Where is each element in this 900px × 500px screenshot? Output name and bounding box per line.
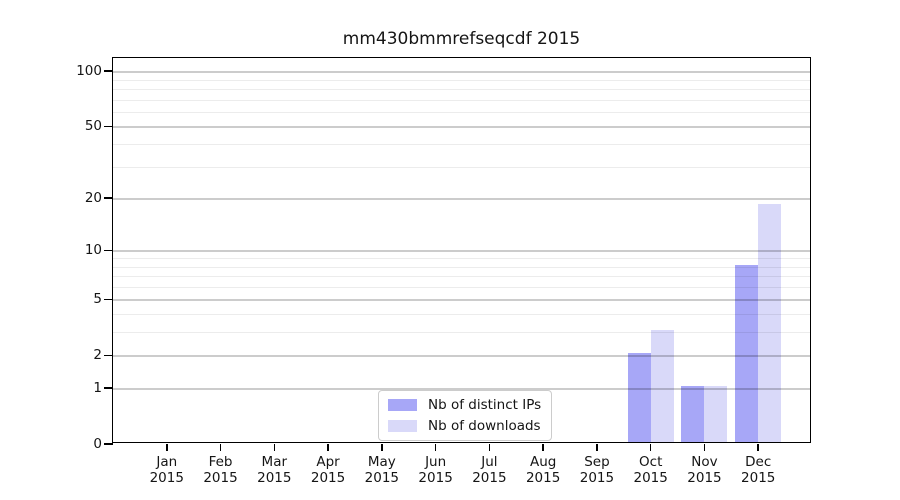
- legend-swatch-icon: [388, 399, 417, 411]
- x-tick-jul: [488, 444, 491, 451]
- y-tick-10: [104, 249, 113, 252]
- x-tick-label-aug: Aug 2015: [525, 454, 561, 486]
- y-tick-5: [104, 298, 113, 301]
- y-tick-label-20: 20: [84, 190, 102, 207]
- x-tick-aug: [542, 444, 544, 451]
- chart-title: mm430bmmrefseqcdf 2015: [342, 29, 581, 49]
- y-tick-50: [104, 125, 113, 128]
- bar-nb-of-distinct-ips-oct: [627, 353, 651, 442]
- x-tick-label-jul: Jul 2015: [472, 454, 507, 486]
- x-tick-jan: [166, 444, 168, 451]
- bar-nb-of-downloads-nov: [704, 386, 728, 442]
- x-tick-label-jun: Jun 2015: [418, 454, 453, 486]
- plot-area: 0 1 2 5 10 20 50 100 Jan 2015 Feb 2015 Mar 2015 Ap…: [76, 57, 811, 486]
- x-tick-label-sep: Sep 2015: [579, 454, 615, 486]
- y-tick-20: [104, 197, 113, 199]
- x-tick-label-feb: Feb 2015: [203, 454, 238, 486]
- x-tick-nov: [703, 444, 706, 451]
- x-tick-jun: [434, 444, 437, 451]
- x-tick-oct: [649, 444, 652, 451]
- y-tick-1: [104, 387, 113, 389]
- x-tick-label-nov: Nov 2015: [687, 454, 722, 486]
- legend-item-nb-of-distinct-ips: Nb of distinct IPs: [388, 397, 541, 413]
- x-tick-label-may: May 2015: [364, 454, 400, 486]
- x-tick-label-dec: Dec 2015: [741, 454, 776, 486]
- y-tick-100: [104, 70, 113, 72]
- x-tick-apr: [327, 444, 329, 451]
- bar-nb-of-downloads-dec: [758, 204, 782, 442]
- y-tick-label-0: 0: [93, 436, 102, 452]
- bar-nb-of-distinct-ips-nov: [681, 386, 705, 442]
- x-tick-label-mar: Mar 2015: [257, 454, 292, 486]
- x-tick-dec: [757, 444, 759, 451]
- y-tick-label-1: 1: [93, 380, 102, 397]
- legend-label: Nb of downloads: [428, 418, 541, 434]
- y-tick-label-100: 100: [76, 63, 102, 80]
- legend-label: Nb of distinct IPs: [428, 397, 542, 413]
- x-tick-sep: [596, 444, 598, 451]
- x-tick-may: [381, 444, 383, 451]
- y-tick-label-10: 10: [84, 242, 102, 259]
- bars-layer: [113, 58, 810, 442]
- x-tick-label-apr: Apr 2015: [310, 454, 346, 486]
- legend-swatch-icon: [388, 420, 417, 432]
- x-tick-label-jan: Jan 2015: [149, 454, 184, 486]
- legend-item-nb-of-downloads: Nb of downloads: [388, 418, 541, 434]
- y-tick-label-2: 2: [93, 347, 102, 364]
- y-tick-2: [104, 354, 113, 357]
- bar-nb-of-downloads-oct: [650, 330, 674, 442]
- x-tick-feb: [219, 444, 222, 451]
- x-tick-mar: [273, 444, 276, 451]
- y-tick-label-50: 50: [84, 118, 102, 135]
- legend: Nb of distinct IPs Nb of downloads: [378, 390, 553, 441]
- x-tick-label-oct: Oct 2015: [633, 454, 668, 486]
- y-tick-label-5: 5: [93, 291, 102, 308]
- y-tick-0: [104, 443, 113, 445]
- bar-nb-of-distinct-ips-dec: [735, 264, 759, 442]
